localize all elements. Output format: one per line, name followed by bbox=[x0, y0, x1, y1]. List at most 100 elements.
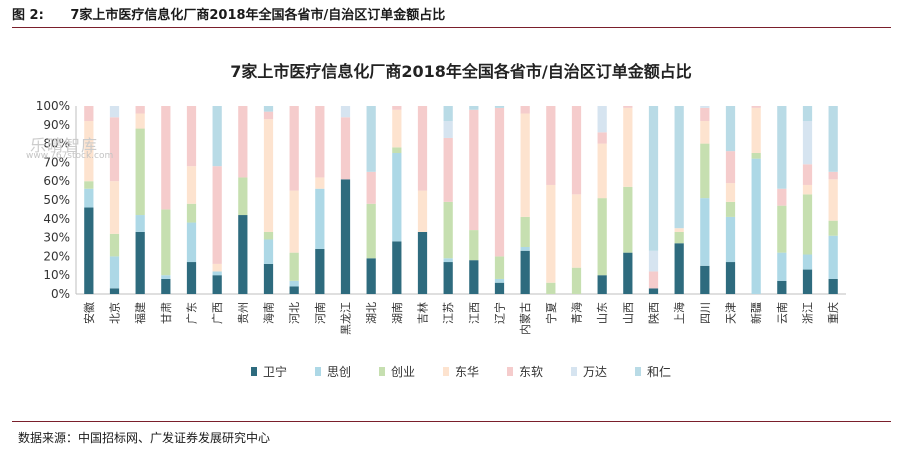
bar-segment bbox=[674, 231, 684, 244]
legend-label: 东软 bbox=[519, 365, 543, 379]
bar-segment bbox=[109, 288, 120, 294]
bar-segment bbox=[443, 258, 453, 263]
legend-label: 思创 bbox=[327, 365, 351, 379]
bar-segment bbox=[263, 106, 274, 112]
bar-segment bbox=[700, 107, 710, 122]
bar-segment bbox=[340, 117, 351, 180]
legend-label: 东华 bbox=[455, 365, 479, 379]
legend-swatch bbox=[443, 367, 449, 376]
bar-segment bbox=[469, 109, 479, 231]
x-tick-label: 湖北 bbox=[365, 302, 378, 324]
x-tick-label: 新疆 bbox=[749, 302, 763, 324]
x-tick-label: 青海 bbox=[570, 302, 584, 324]
bar-segment bbox=[135, 113, 145, 129]
bar-segment bbox=[802, 184, 813, 195]
bar-segment bbox=[315, 248, 325, 294]
bar-segment bbox=[648, 271, 659, 289]
bar-segment bbox=[802, 164, 813, 185]
y-tick-label: 20% bbox=[43, 249, 70, 263]
bar-segment bbox=[366, 203, 376, 259]
x-tick-label: 黑龙江 bbox=[340, 302, 353, 335]
x-tick-label: 天津 bbox=[725, 302, 738, 324]
bar-segment bbox=[238, 215, 248, 294]
bar-segment bbox=[828, 106, 838, 172]
bar-segment bbox=[366, 258, 376, 294]
x-tick-label: 河北 bbox=[288, 302, 301, 324]
bar-segment bbox=[623, 186, 633, 253]
bar-segment bbox=[135, 128, 145, 216]
bar-segment bbox=[212, 166, 222, 264]
bar-segment bbox=[725, 106, 736, 152]
bar-segment bbox=[340, 106, 351, 118]
bar-segment bbox=[84, 207, 94, 294]
bar-segment bbox=[212, 106, 222, 167]
bar-segment bbox=[238, 177, 248, 216]
bar-segment bbox=[700, 121, 710, 144]
y-tick-label: 0% bbox=[51, 287, 70, 301]
bar-segment bbox=[520, 216, 530, 247]
bar-segment bbox=[135, 106, 145, 114]
y-tick-label: 40% bbox=[43, 212, 70, 226]
x-tick-label: 宁夏 bbox=[544, 302, 558, 324]
bar-segment bbox=[263, 239, 274, 264]
legend-swatch bbox=[507, 367, 513, 376]
y-tick-label: 100% bbox=[36, 99, 70, 113]
bar-segment bbox=[623, 252, 633, 294]
x-tick-label: 海南 bbox=[262, 302, 276, 324]
x-tick-label: 辽宁 bbox=[493, 302, 507, 324]
bar-segment bbox=[597, 132, 607, 144]
bar-segment bbox=[315, 177, 325, 189]
legend-swatch bbox=[315, 367, 321, 376]
bar-segment bbox=[777, 252, 787, 281]
bar-segment bbox=[648, 106, 659, 251]
bar-segment bbox=[135, 215, 145, 232]
bar-segment bbox=[135, 231, 145, 294]
bar-segment bbox=[263, 111, 274, 120]
bar-segment bbox=[777, 280, 787, 294]
bar-segment bbox=[212, 263, 222, 272]
x-tick-label: 安徽 bbox=[82, 302, 96, 324]
bar-segment bbox=[648, 250, 659, 272]
legend-label: 卫宁 bbox=[263, 364, 287, 379]
bar-segment bbox=[571, 106, 582, 195]
y-tick-label: 70% bbox=[43, 155, 70, 169]
bar-segment bbox=[443, 106, 453, 122]
x-tick-label: 内蒙古 bbox=[518, 302, 532, 335]
bar-segment bbox=[84, 188, 94, 208]
watermark-logo: 乐晴智库 bbox=[30, 136, 99, 155]
bar-segment bbox=[520, 247, 530, 251]
bar-segment bbox=[751, 106, 761, 108]
bar-segment bbox=[571, 194, 582, 268]
bar-segment bbox=[546, 184, 556, 283]
legend-swatch bbox=[379, 367, 385, 376]
bar-segment bbox=[161, 275, 171, 279]
bar-segment bbox=[443, 201, 453, 259]
bar-segment bbox=[289, 286, 299, 294]
bar-segment bbox=[212, 275, 222, 294]
bar-segment bbox=[674, 106, 684, 229]
bar-segment bbox=[700, 143, 710, 199]
bar-segment bbox=[777, 205, 787, 253]
bar-segment bbox=[546, 282, 556, 294]
bar-segment bbox=[109, 181, 120, 234]
legend-label: 和仁 bbox=[647, 365, 671, 379]
bar-segment bbox=[263, 263, 274, 294]
bar-segment bbox=[186, 262, 197, 294]
x-tick-label: 重庆 bbox=[826, 302, 840, 324]
x-tick-label: 江苏 bbox=[442, 302, 455, 324]
bar-segment bbox=[597, 143, 607, 199]
bar-segment bbox=[289, 280, 299, 287]
bar-segment bbox=[725, 151, 736, 184]
bar-segment bbox=[263, 231, 274, 240]
bar-segment bbox=[186, 203, 197, 223]
bar-segment bbox=[315, 106, 325, 178]
bar-segment bbox=[828, 235, 838, 279]
x-tick-label: 北京 bbox=[108, 302, 122, 324]
y-tick-label: 80% bbox=[43, 137, 70, 151]
bar-segment bbox=[777, 106, 787, 189]
bar-segment bbox=[417, 106, 428, 191]
bar-segment bbox=[340, 179, 351, 294]
bar-segment bbox=[700, 265, 710, 294]
bar-segment bbox=[392, 153, 402, 242]
bar-segment bbox=[161, 106, 171, 210]
